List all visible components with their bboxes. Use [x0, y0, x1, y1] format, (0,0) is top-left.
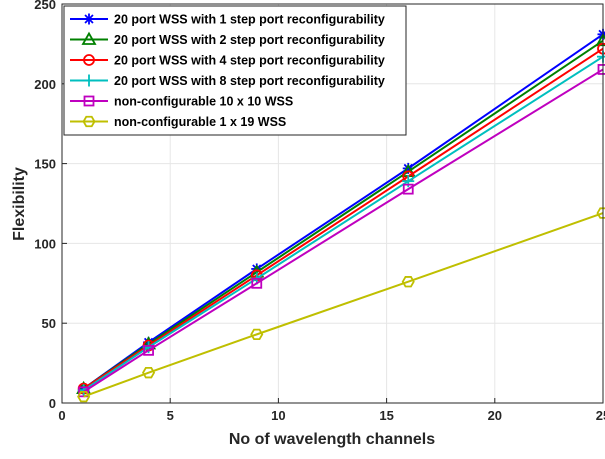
- marker-hexagon: [77, 390, 91, 403]
- x-tick-label: 20: [488, 408, 502, 423]
- series-line: [83, 212, 604, 398]
- legend: 20 port WSS with 1 step port reconfigura…: [63, 5, 407, 136]
- series-5: [78, 64, 605, 398]
- y-axis-label: Flexibility: [11, 167, 28, 241]
- x-tick-label: 25: [596, 408, 605, 423]
- y-tick-label: 50: [42, 316, 56, 331]
- axes-box: [61, 3, 604, 404]
- marker-plus: [83, 74, 95, 87]
- x-tick-label: 0: [58, 408, 65, 423]
- x-axis-label: No of wavelength channels: [229, 431, 435, 448]
- x-tick-label: 5: [167, 408, 174, 423]
- legend-item: 20 port WSS with 4 step port reconfigura…: [70, 54, 385, 68]
- legend-item: non-configurable 1 x 19 WSS: [70, 115, 286, 129]
- legend-label: non-configurable 10 x 10 WSS: [114, 95, 293, 109]
- marker-asterisk: [83, 13, 95, 25]
- series-line: [83, 68, 604, 393]
- legend-label: non-configurable 1 x 19 WSS: [114, 115, 286, 129]
- legend-label: 20 port WSS with 4 step port reconfigura…: [114, 54, 385, 68]
- legend-label: 20 port WSS with 8 step port reconfigura…: [114, 74, 385, 88]
- legend-item: 20 port WSS with 1 step port reconfigura…: [70, 13, 385, 27]
- marker-hexagon: [596, 207, 605, 219]
- legend-item: 20 port WSS with 2 step port reconfigura…: [70, 31, 385, 47]
- axis-ticks: 0510152025050100150200250: [34, 0, 605, 423]
- x-tick-label: 15: [379, 408, 393, 423]
- legend-label: 20 port WSS with 2 step port reconfigura…: [114, 33, 385, 47]
- marker-hexagon: [250, 328, 264, 341]
- legend-item: non-configurable 10 x 10 WSS: [70, 95, 293, 109]
- marker-square: [251, 277, 263, 289]
- legend-item: 20 port WSS with 8 step port reconfigura…: [70, 74, 385, 88]
- y-tick-label: 150: [34, 157, 56, 172]
- y-tick-label: 100: [34, 236, 56, 251]
- marker-hexagon: [82, 115, 96, 128]
- marker-triangle: [81, 31, 97, 45]
- marker-hexagon: [401, 276, 415, 288]
- marker-square: [402, 183, 414, 195]
- legend-box: [63, 5, 407, 136]
- marker-square: [83, 95, 95, 107]
- series-layer: [76, 28, 605, 403]
- x-tick-label: 10: [271, 408, 285, 423]
- y-tick-label: 200: [34, 77, 56, 92]
- marker-hexagon: [142, 367, 156, 379]
- marker-circle: [83, 54, 95, 66]
- y-tick-label: 250: [34, 0, 56, 12]
- series-6: [77, 207, 605, 403]
- marker-square: [143, 344, 154, 356]
- legend-label: 20 port WSS with 1 step port reconfigura…: [114, 13, 385, 27]
- y-tick-label: 0: [49, 396, 56, 411]
